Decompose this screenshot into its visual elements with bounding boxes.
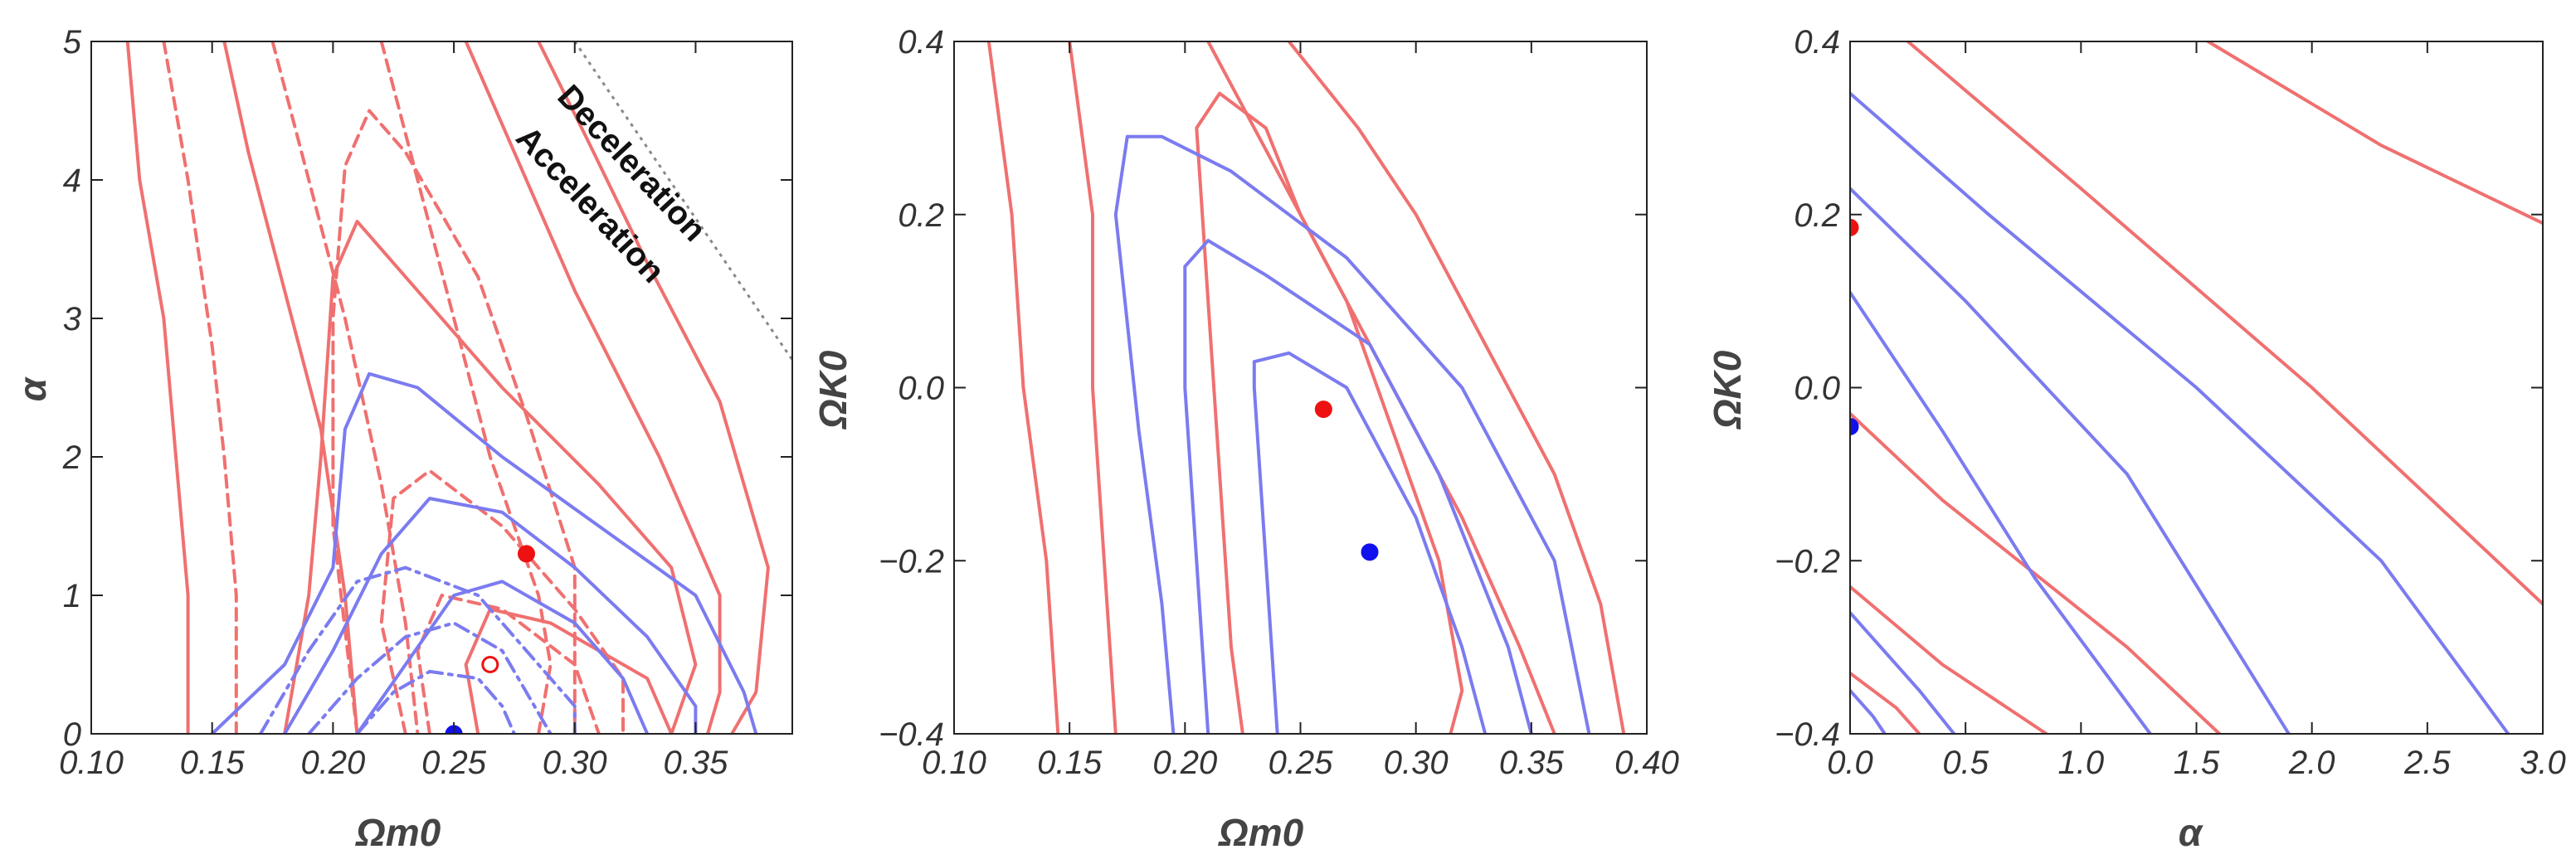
y-tick-label: 4 xyxy=(63,163,81,199)
x-tick-label: 0.30 xyxy=(543,745,607,781)
red-contour-line xyxy=(464,41,722,734)
red-contour-line xyxy=(162,41,238,734)
y-tick-label: 1 xyxy=(63,578,81,614)
y-tick-label: 0.2 xyxy=(898,197,944,234)
red-contour-line xyxy=(125,41,190,734)
red-contour-line xyxy=(416,594,601,734)
red-best-fit-point xyxy=(517,545,535,563)
x-tick-label: 0.35 xyxy=(1499,745,1565,781)
red-contour-line xyxy=(379,41,553,734)
x-tick-label: 0.20 xyxy=(1152,745,1217,781)
y-tick-label: 5 xyxy=(63,24,82,61)
plot-frame xyxy=(90,41,793,735)
x-tick-label: 0.10 xyxy=(59,745,124,781)
red-contour-line xyxy=(222,41,359,734)
x-tick-label: 1.0 xyxy=(2058,745,2105,781)
x-axis-label: Ωm0 xyxy=(1218,811,1304,854)
x-tick-label: 0.15 xyxy=(1037,745,1103,781)
x-tick-label: 0.15 xyxy=(180,745,246,781)
x-tick-label: 2.5 xyxy=(2403,745,2451,781)
x-tick-label: 0.20 xyxy=(300,745,365,781)
blue-contour-line xyxy=(1183,239,1533,734)
red-contour-line xyxy=(537,41,770,734)
blue-contour-line xyxy=(355,580,650,734)
red-contour-line xyxy=(1068,41,1118,734)
red-best-fit-point xyxy=(481,656,499,673)
x-tick-label: 0.30 xyxy=(1384,745,1449,781)
x-tick-label: 0.35 xyxy=(664,745,729,781)
red-contour-line xyxy=(1850,411,2222,734)
blue-contour-line xyxy=(1850,91,2510,734)
red-best-fit-point xyxy=(1314,400,1332,419)
blue-contour-line xyxy=(1850,290,2152,734)
y-tick-label: 0.4 xyxy=(1794,24,1840,61)
blue-contour-line xyxy=(355,669,516,734)
x-axis-label: Ωm0 xyxy=(355,811,441,854)
y-axis-label: ΩK0 xyxy=(811,350,855,430)
plot-area xyxy=(1850,41,2543,734)
blue-contour-line xyxy=(1850,187,2291,734)
blue-contour-line xyxy=(210,371,758,734)
panel-alpha-vs-omega-m0: Deceleration Acceleration Ωm0 α 0.10 0.15… xyxy=(11,24,793,854)
acceleration-boundary-line xyxy=(573,41,792,361)
y-tick-label: 0.2 xyxy=(1794,197,1840,234)
y-tick-label: −0.4 xyxy=(879,716,944,753)
red-contour-line xyxy=(283,220,698,734)
y-tick-label: 0.0 xyxy=(898,371,944,407)
red-contour-line xyxy=(2206,41,2543,226)
x-tick-label: 0.0 xyxy=(1827,745,1873,781)
y-tick-label: 3 xyxy=(63,301,81,337)
blue-best-fit-point xyxy=(1850,417,1859,435)
red-best-fit-point xyxy=(1850,218,1859,236)
panel-omega-k0-vs-omega-m0: Ωm0 ΩK0 0.10 0.15 0.20 0.25 0.30 0.35 0.40 −0.4… xyxy=(811,24,1679,854)
y-axis-label: ΩK0 xyxy=(1706,350,1749,430)
x-tick-label: 0.5 xyxy=(1942,745,1989,781)
blue-contour-line xyxy=(1252,351,1488,734)
x-tick-label: 0.10 xyxy=(922,745,986,781)
y-tick-label: 0.4 xyxy=(898,24,944,61)
red-contour-line xyxy=(270,41,420,734)
blue-contour-line xyxy=(283,497,698,734)
x-tick-label: 2.0 xyxy=(2288,745,2335,781)
panel-omega-k0-vs-alpha: α ΩK0 0.0 0.5 1.0 1.5 2.0 2.5 3.0 −0.4 −0.2 0.0 0.… xyxy=(1706,24,2566,854)
blue-best-fit-point xyxy=(1361,543,1379,561)
x-tick-label: 1.5 xyxy=(2174,745,2220,781)
y-axis-label: α xyxy=(11,376,54,401)
plot-area xyxy=(125,41,792,734)
red-contour-line xyxy=(986,41,1060,734)
x-tick-label: 0.25 xyxy=(1269,745,1334,781)
y-tick-label: −0.2 xyxy=(1775,543,1840,580)
y-tick-label: 0.0 xyxy=(1794,371,1840,407)
blue-contour-line xyxy=(307,621,553,734)
y-tick-label: −0.4 xyxy=(1775,716,1840,753)
y-tick-label: 0 xyxy=(63,716,81,753)
red-contour-line xyxy=(1195,91,1464,734)
blue-contour-line xyxy=(1113,134,1591,734)
x-tick-label: 0.25 xyxy=(421,745,487,781)
y-tick-label: −0.2 xyxy=(879,543,944,580)
blue-contour-line xyxy=(1850,610,1956,734)
red-contour-line xyxy=(1850,585,2048,734)
plot-frame xyxy=(953,41,1648,735)
red-contour-line xyxy=(1906,41,2543,606)
blue-contour-line xyxy=(259,565,577,734)
red-contour-line xyxy=(1287,41,1626,734)
red-contour-line xyxy=(1850,671,1921,734)
plot-area xyxy=(986,41,1626,734)
x-tick-label: 3.0 xyxy=(2520,745,2566,781)
y-tick-label: 2 xyxy=(62,439,81,476)
x-tick-label: 0.40 xyxy=(1614,745,1679,781)
x-axis-label: α xyxy=(2179,811,2204,854)
blue-contour-line xyxy=(1850,688,1887,734)
